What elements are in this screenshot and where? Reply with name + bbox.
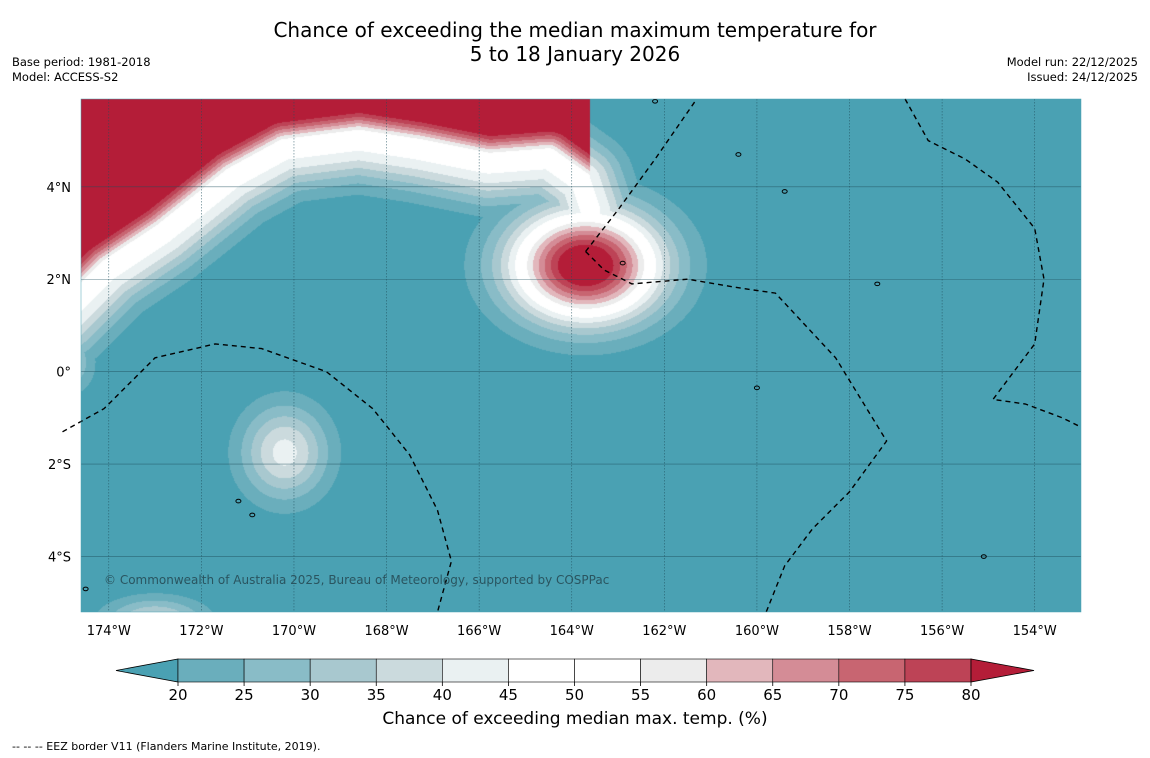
lon-tick-label: 160°W <box>735 624 779 639</box>
lon-tick-label: 154°W <box>1013 624 1057 639</box>
colorbar-tick-label: 25 <box>235 686 254 704</box>
lon-tick-label: 156°W <box>920 624 964 639</box>
probability-field-raster <box>81 99 1081 612</box>
lon-tick-label: 172°W <box>179 624 223 639</box>
island-outline <box>980 554 987 559</box>
model-run-label: Model run: 22/12/2025 <box>1006 55 1138 69</box>
lon-tick-label: 166°W <box>457 624 501 639</box>
issued-label: Issued: 24/12/2025 <box>1027 70 1138 84</box>
colorbar-tick-label: 55 <box>631 686 650 704</box>
colorbar-tick-label: 80 <box>961 686 980 704</box>
colorbar-bin <box>640 658 707 683</box>
colorbar-bin <box>177 658 245 683</box>
lon-tick-label: 162°W <box>642 624 686 639</box>
lon-tick-label: 158°W <box>827 624 871 639</box>
colorbar-tick-label: 65 <box>763 686 782 704</box>
colorbar-below-arrow <box>115 658 179 683</box>
island-outline <box>82 586 89 592</box>
base-period-label: Base period: 1981-2018 <box>12 55 151 69</box>
colorbar-tick-label: 20 <box>168 686 187 704</box>
colorbar-bin <box>838 658 906 683</box>
island-outline <box>781 189 788 194</box>
lon-tick-label: 170°W <box>272 624 316 639</box>
lat-tick-label: 4°S <box>48 551 71 566</box>
eez-legend-note: -- -- -- EEZ border V11 (Flanders Marine… <box>12 740 321 753</box>
colorbar-title: Chance of exceeding median max. temp. (%… <box>382 709 768 729</box>
island-outline <box>874 281 881 287</box>
eez-borders <box>62 98 1082 613</box>
colorbar-bin <box>904 658 972 683</box>
colorbar-tick-label: 75 <box>895 686 914 704</box>
metadata-left: Base period: 1981-2018 Model: ACCESS-S2 <box>12 55 151 85</box>
chart-title: Chance of exceeding the median maximum t… <box>0 18 1150 66</box>
colorbar-tick-label: 60 <box>697 686 716 704</box>
colorbar: 20 25 30 35 40 45 50 55 60 65 70 75 80 <box>115 658 1035 704</box>
lat-tick-label: 4°N <box>47 181 72 196</box>
lat-tick-label: 2°S <box>48 458 71 473</box>
colorbar-bin <box>243 658 311 683</box>
colorbar-tick-label: 50 <box>565 686 584 704</box>
island-outline <box>619 260 626 266</box>
lon-tick-label: 164°W <box>550 624 594 639</box>
colorbar-bin <box>508 658 575 683</box>
islands <box>82 99 987 592</box>
island-outline <box>652 99 659 104</box>
metadata-right: Model run: 22/12/2025 Issued: 24/12/2025 <box>1007 55 1138 85</box>
colorbar-bin <box>706 658 774 683</box>
lat-tick-label: 0° <box>56 366 71 381</box>
copyright-notice: © Commonwealth of Australia 2025, Bureau… <box>104 573 609 587</box>
colorbar-above-arrow <box>970 658 1035 683</box>
colorbar-tick-label: 70 <box>829 686 848 704</box>
gridlines <box>81 99 1081 612</box>
lon-tick-label: 168°W <box>364 624 408 639</box>
colorbar-bin <box>375 658 443 683</box>
colorbar-tick-label: 30 <box>301 686 320 704</box>
colorbar-bin <box>574 658 641 683</box>
eez-border-line <box>585 98 698 252</box>
colorbar-bin <box>442 658 509 683</box>
colorbar-tick-label: 45 <box>499 686 518 704</box>
eez-border-line <box>904 98 1082 428</box>
colorbar-tick-label: 40 <box>433 686 452 704</box>
eez-border-line <box>585 251 888 613</box>
lat-tick-label: 2°N <box>47 273 72 288</box>
island-outline <box>249 512 256 518</box>
model-label: Model: ACCESS-S2 <box>12 70 119 84</box>
map-frame <box>80 98 1082 613</box>
chart-title-line-2: 5 to 18 January 2026 <box>469 42 681 66</box>
chart-title-line-1: Chance of exceeding the median maximum t… <box>273 18 877 42</box>
lon-tick-label: 174°W <box>87 624 131 639</box>
colorbar-bin <box>309 658 377 683</box>
island-outline <box>753 385 760 391</box>
island-outline <box>735 152 742 157</box>
colorbar-bin <box>772 658 840 683</box>
colorbar-tick-label: 35 <box>367 686 386 704</box>
island-outline <box>235 498 242 504</box>
